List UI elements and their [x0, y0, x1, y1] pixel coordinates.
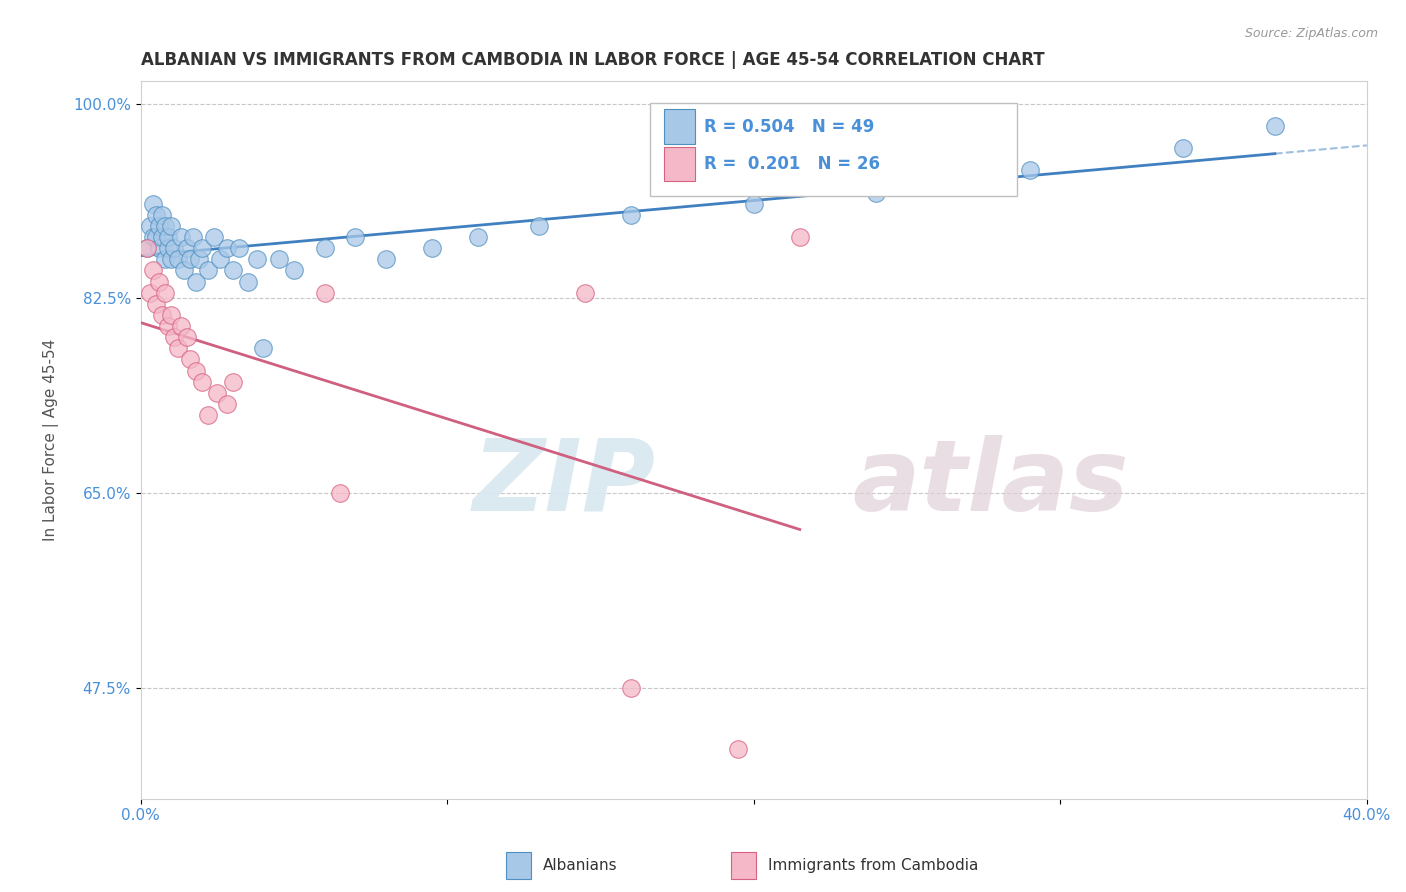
Point: [228, 241, 250, 255]
Point: [314, 241, 336, 255]
Point: [184, 275, 207, 289]
Point: [166, 252, 188, 267]
Point: [179, 252, 201, 267]
Point: [139, 285, 162, 300]
Point: [160, 252, 183, 267]
Point: [176, 330, 198, 344]
Point: [142, 196, 165, 211]
Text: R = 0.504   N = 49: R = 0.504 N = 49: [703, 118, 875, 136]
Point: [267, 252, 290, 267]
Point: [181, 230, 204, 244]
Point: [160, 308, 183, 322]
Point: [155, 285, 177, 300]
Point: [191, 375, 214, 389]
Point: [150, 230, 173, 244]
Point: [283, 263, 305, 277]
Point: [467, 230, 489, 244]
Point: [215, 241, 238, 255]
Point: [191, 241, 214, 255]
Point: [420, 241, 443, 255]
Point: [727, 741, 749, 756]
Point: [166, 341, 188, 355]
Point: [169, 230, 191, 244]
Point: [188, 252, 211, 267]
Point: [207, 385, 229, 400]
Text: ALBANIAN VS IMMIGRANTS FROM CAMBODIA IN LABOR FORCE | AGE 45-54 CORRELATION CHAR: ALBANIAN VS IMMIGRANTS FROM CAMBODIA IN …: [141, 51, 1045, 69]
Point: [789, 230, 811, 244]
Point: [173, 263, 195, 277]
Point: [1018, 163, 1040, 178]
Point: [252, 341, 274, 355]
Point: [145, 297, 167, 311]
Text: ZIP: ZIP: [472, 434, 655, 532]
Point: [145, 230, 167, 244]
Point: [157, 230, 180, 244]
Text: atlas: atlas: [852, 434, 1129, 532]
Point: [160, 219, 183, 233]
Y-axis label: In Labor Force | Age 45-54: In Labor Force | Age 45-54: [44, 339, 59, 541]
Point: [574, 285, 596, 300]
Point: [163, 330, 186, 344]
Text: R =  0.201   N = 26: R = 0.201 N = 26: [703, 155, 880, 173]
Point: [1171, 141, 1194, 155]
Point: [150, 208, 173, 222]
Point: [150, 308, 173, 322]
Point: [157, 319, 180, 334]
Point: [221, 375, 243, 389]
Point: [176, 241, 198, 255]
Point: [620, 208, 643, 222]
Bar: [664, 110, 695, 144]
Point: [155, 219, 177, 233]
Point: [375, 252, 398, 267]
Point: [246, 252, 269, 267]
Point: [155, 252, 177, 267]
Point: [179, 352, 201, 367]
Point: [197, 408, 219, 422]
Point: [139, 219, 162, 233]
Point: [135, 241, 157, 255]
Point: [169, 319, 191, 334]
Bar: [664, 146, 695, 181]
Text: Albanians: Albanians: [543, 858, 617, 872]
Point: [142, 263, 165, 277]
Text: Source: ZipAtlas.com: Source: ZipAtlas.com: [1244, 27, 1378, 40]
Point: [215, 397, 238, 411]
Point: [742, 196, 765, 211]
Point: [344, 230, 367, 244]
Point: [202, 230, 225, 244]
Point: [142, 230, 165, 244]
Point: [197, 263, 219, 277]
Point: [184, 363, 207, 377]
Point: [529, 219, 551, 233]
Point: [163, 241, 186, 255]
Point: [148, 241, 170, 255]
Point: [620, 681, 643, 695]
Point: [135, 241, 157, 255]
Point: [145, 208, 167, 222]
Point: [148, 219, 170, 233]
Point: [1264, 119, 1286, 133]
Point: [314, 285, 336, 300]
Text: Immigrants from Cambodia: Immigrants from Cambodia: [768, 858, 979, 872]
Point: [221, 263, 243, 277]
Point: [329, 486, 352, 500]
Point: [865, 186, 887, 200]
Point: [209, 252, 232, 267]
Point: [157, 241, 180, 255]
Point: [148, 275, 170, 289]
Point: [236, 275, 259, 289]
Bar: [650, 103, 1018, 196]
